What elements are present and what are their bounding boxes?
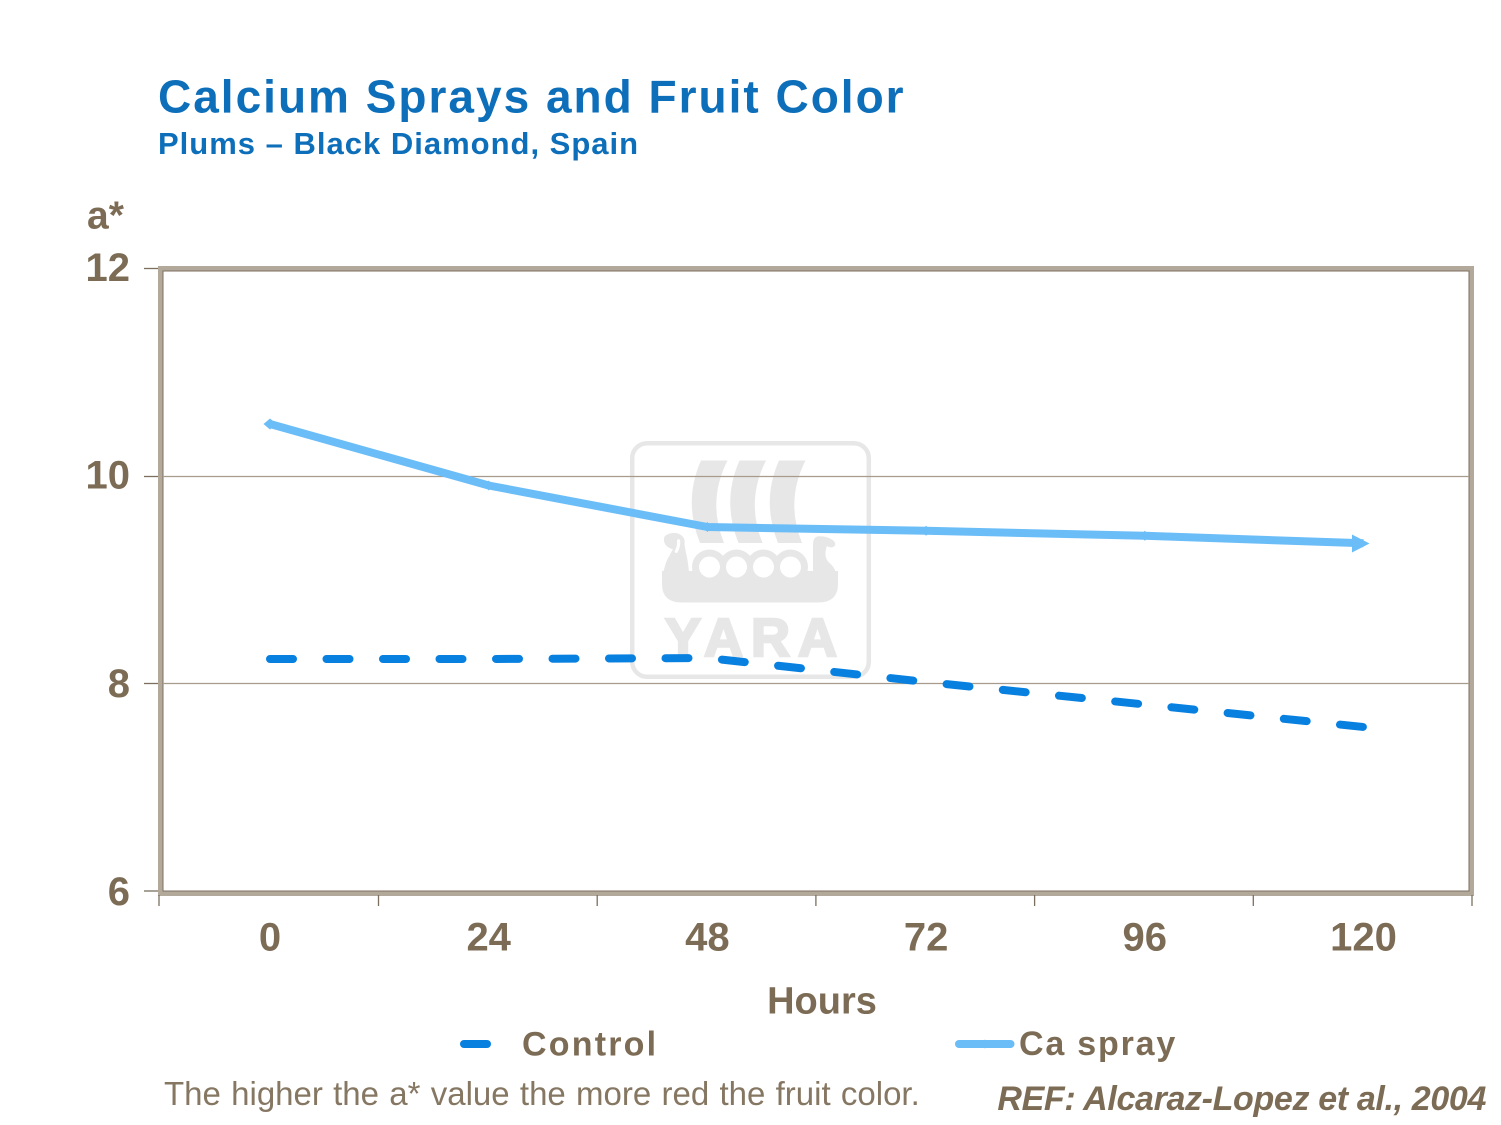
svg-text:6: 6: [108, 870, 130, 914]
svg-text:96: 96: [1123, 915, 1168, 959]
svg-text:Plums – Black Diamond, Spain: Plums – Black Diamond, Spain: [158, 126, 639, 161]
svg-text:REF: Alcaraz-Lopez et al., 200: REF: Alcaraz-Lopez et al., 2004: [997, 1080, 1486, 1118]
svg-text:a*: a*: [87, 195, 125, 238]
svg-text:12: 12: [86, 246, 131, 290]
svg-text:48: 48: [685, 915, 730, 959]
svg-text:120: 120: [1330, 915, 1397, 959]
svg-text:YARA: YARA: [665, 608, 845, 668]
svg-text:24: 24: [466, 915, 511, 959]
svg-text:Ca spray: Ca spray: [1019, 1025, 1177, 1063]
svg-text:The higher the a* value the mo: The higher the a* value the more red the…: [164, 1075, 920, 1112]
svg-text:Calcium Sprays and Fruit Color: Calcium Sprays and Fruit Color: [158, 71, 906, 123]
svg-text:72: 72: [904, 915, 949, 959]
svg-text:8: 8: [108, 662, 130, 706]
svg-text:Hours: Hours: [767, 981, 877, 1023]
svg-text:10: 10: [86, 454, 131, 498]
svg-text:0: 0: [259, 915, 281, 959]
svg-text:Control: Control: [522, 1026, 658, 1064]
